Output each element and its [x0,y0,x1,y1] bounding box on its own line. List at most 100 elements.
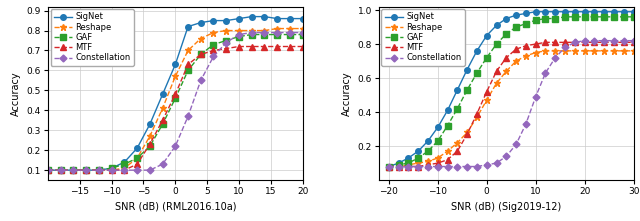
Constellation [222,41,230,44]
SigNet [473,50,481,52]
GAF [146,145,154,148]
SigNet [286,17,294,20]
Constellation [159,163,166,166]
GAF [44,169,52,171]
Constellation [146,169,154,171]
GAF [444,124,451,127]
Legend: SigNet, Reshape, GAF, MTF, Constellation: SigNet, Reshape, GAF, MTF, Constellation [51,9,134,66]
SigNet [600,10,608,13]
SigNet [57,169,65,171]
SigNet [552,10,559,13]
Legend: SigNet, Reshape, GAF, MTF, Constellation: SigNet, Reshape, GAF, MTF, Constellation [381,9,465,66]
Reshape [414,162,422,164]
MTF [424,164,432,166]
Constellation [385,165,392,168]
GAF [184,69,192,72]
Reshape [260,29,268,32]
SigNet [108,167,115,170]
GAF [197,53,205,56]
Line: MTF: MTF [386,40,636,169]
MTF [444,158,451,161]
Constellation [502,155,510,158]
Constellation [630,39,637,42]
SigNet [414,150,422,152]
Constellation [424,165,432,168]
GAF [454,107,461,110]
MTF [630,41,637,44]
MTF [385,165,392,168]
Constellation [70,169,77,171]
SigNet [532,10,540,13]
Reshape [610,50,618,52]
MTF [502,56,510,59]
MTF [395,165,403,168]
Reshape [57,169,65,171]
SigNet [424,140,432,142]
SigNet [70,169,77,171]
GAF [222,39,230,42]
MTF [483,90,490,93]
GAF [630,15,637,18]
GAF [522,22,530,25]
SigNet [260,15,268,18]
SigNet [493,24,500,27]
Constellation [552,56,559,59]
SigNet [184,25,192,28]
GAF [600,15,608,18]
SigNet [620,10,628,13]
GAF [70,169,77,171]
SigNet [248,15,255,18]
Reshape [286,27,294,30]
GAF [571,15,579,18]
MTF [299,45,307,48]
SigNet [197,21,205,24]
MTF [522,44,530,47]
Reshape [299,27,307,30]
Constellation [561,46,569,49]
Line: GAF: GAF [45,32,305,173]
Constellation [120,169,128,171]
Reshape [561,50,569,52]
MTF [414,165,422,168]
MTF [434,162,442,164]
Reshape [620,50,628,52]
Reshape [70,169,77,171]
MTF [541,41,549,44]
MTF [620,41,628,44]
Line: Reshape: Reshape [385,47,637,170]
Constellation [444,165,451,168]
Constellation [172,145,179,148]
Reshape [541,50,549,52]
GAF [414,157,422,159]
Reshape [120,167,128,170]
Reshape [395,165,403,168]
MTF [57,169,65,171]
MTF [210,49,218,52]
MTF [571,41,579,44]
Reshape [630,50,637,52]
SigNet [146,123,154,126]
Reshape [248,29,255,32]
SigNet [463,68,471,71]
SigNet [580,10,588,13]
SigNet [385,165,392,168]
Reshape [512,60,520,62]
Reshape [483,99,490,101]
MTF [454,150,461,152]
Constellation [483,164,490,166]
Reshape [571,50,579,52]
SigNet [434,126,442,129]
Constellation [273,31,281,34]
Constellation [434,165,442,168]
MTF [273,45,281,48]
Constellation [210,55,218,58]
SigNet [120,161,128,164]
Constellation [580,39,588,42]
SigNet [83,169,90,171]
Y-axis label: Accuracy: Accuracy [11,71,21,116]
Constellation [108,169,115,171]
Reshape [159,107,166,110]
MTF [512,48,520,50]
Reshape [444,150,451,152]
X-axis label: SNR (dB) (Sig2019-12): SNR (dB) (Sig2019-12) [451,202,561,212]
